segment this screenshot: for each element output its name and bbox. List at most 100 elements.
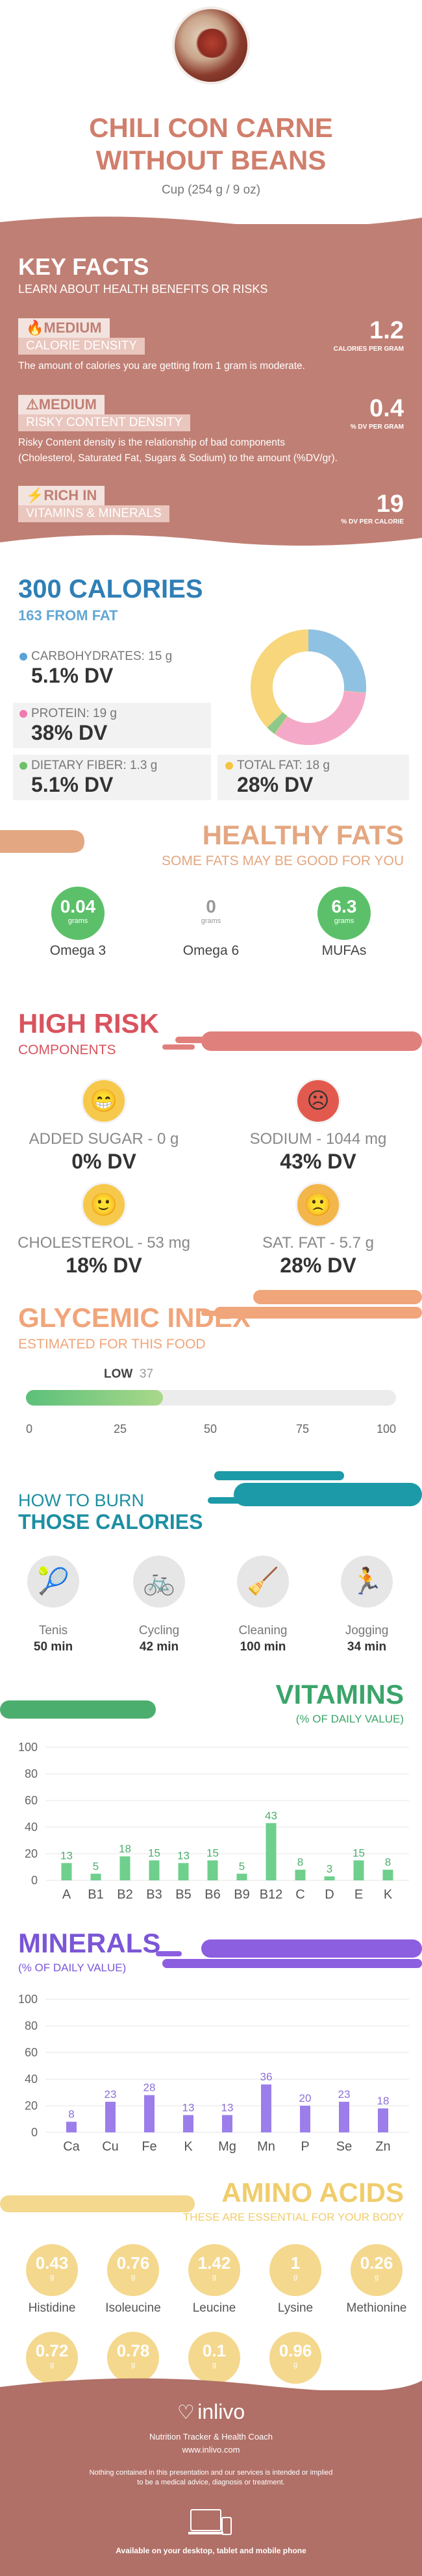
bar-value-label: 23 (105, 2088, 117, 2101)
risk-face-icon: 😁 (81, 1078, 127, 1124)
fat-item: TOTAL FAT: 18 g 28% DV (217, 755, 409, 800)
amino-value-circle: 0.78 g (107, 2332, 159, 2384)
rich-in-label: VITAMINS & MINERALS (18, 505, 169, 522)
category-label: Cu (102, 2140, 119, 2154)
category-label: Mg (218, 2140, 236, 2154)
bar-value-label: 13 (221, 2101, 234, 2114)
warning-icon: ⚠ (26, 396, 39, 412)
y-tick-label: 80 (25, 1767, 38, 1780)
amino-unit: g (49, 2361, 55, 2369)
bar-value-label: 20 (299, 2092, 312, 2104)
risky-density-value: 0.4 (369, 395, 404, 422)
amino-name: Histidine (28, 2301, 76, 2315)
bar (105, 2101, 116, 2132)
bar (261, 2084, 271, 2132)
bar (300, 2106, 310, 2132)
y-tick-label: 0 (31, 2126, 38, 2139)
category-label: Se (336, 2140, 352, 2154)
amino-unit: g (212, 2361, 217, 2369)
heart-icon: ♡ (177, 2402, 195, 2423)
risky-density-desc: Risky Content density is the relationshi… (18, 437, 338, 464)
bar (149, 1860, 160, 1880)
bar (382, 1869, 393, 1880)
glycemic-tick-100: 100 (377, 1422, 397, 1435)
amino-unit: g (374, 2273, 379, 2281)
rich-level-badge: ⚡RICH IN (18, 486, 105, 505)
burn-title-line1: HOW TO BURN (18, 1491, 145, 1510)
glycemic-tick-25: 25 (114, 1422, 127, 1435)
y-tick-label: 60 (25, 2046, 38, 2059)
burn-activity: Tenis (38, 1624, 68, 1637)
bar (295, 1869, 306, 1880)
category-label: P (301, 2140, 309, 2154)
glycemic-tick-75: 75 (296, 1422, 310, 1435)
bar-value-label: 15 (148, 1847, 160, 1859)
footer-tagline: Nutrition Tracker & Health Coach (149, 2432, 273, 2442)
glycemic-tick-50: 50 (204, 1422, 217, 1435)
bar (66, 2121, 77, 2132)
donut-carbs-slice (251, 629, 366, 745)
y-tick-label: 40 (25, 2073, 38, 2086)
minerals-deco (156, 1939, 422, 1968)
glycemic-subtitle: ESTIMATED FOR THIS FOOD (18, 1337, 206, 1352)
bar-value-label: 8 (297, 1856, 303, 1869)
bar-value-label: 23 (338, 2088, 351, 2101)
page-title: CHILI CON CARNE WITHOUT BEANS (89, 112, 333, 175)
burn-deco (208, 1471, 422, 1506)
fat-name: Omega 3 (49, 943, 106, 958)
calorie-density-desc: The amount of calories you are getting f… (18, 360, 305, 372)
fat-value: 0.04 (60, 896, 96, 916)
amino-value-circle: 0.96 g (269, 2332, 321, 2384)
bar-value-label: 15 (353, 1847, 365, 1859)
high-risk-subtitle: COMPONENTS (18, 1042, 116, 1057)
amino-subtitle: THESE ARE ESSENTIAL FOR YOUR BODY (182, 2211, 404, 2223)
tennis-icon: 🎾 (27, 1556, 79, 1608)
key-facts-title: KEY FACTS (18, 253, 149, 280)
amino-value: 0.72 (35, 2341, 69, 2360)
key-facts-wave-bottom (0, 526, 422, 546)
y-tick-label: 80 (25, 2019, 38, 2032)
calorie-level-badge: 🔥MEDIUM (18, 318, 110, 338)
footer-url[interactable]: www.inlivo.com (182, 2445, 240, 2455)
carbs-dv: 5.1% DV (31, 664, 114, 687)
fiber-item: DIETARY FIBER: 1.3 g 5.1% DV (13, 755, 211, 800)
bar-value-label: 15 (206, 1847, 219, 1859)
category-label: B6 (205, 1888, 220, 1902)
minerals-bar-chart: 100 80 60 40 20 0 8 Ca 23 Cu 28 Fe 13 K 13 Mg 36 Mn 20 P 23 S… (18, 1993, 409, 2154)
fat-value-circle: 0 grams (184, 887, 238, 940)
category-label: B2 (117, 1888, 132, 1902)
category-label: B5 (175, 1888, 191, 1902)
amino-value-circle: 1.42 g (188, 2244, 240, 2296)
key-facts-subtitle: LEARN ABOUT HEALTH BENEFITS OR RISKS (18, 283, 268, 296)
food-photo (172, 6, 250, 84)
bar-value-label: 36 (260, 2071, 273, 2083)
amino-value-circle: 0.26 g (351, 2244, 403, 2296)
rich-in: ⚡RICH IN VITAMINS & MINERALS (18, 486, 169, 522)
amino-value: 0.76 (116, 2253, 150, 2273)
category-label: B3 (146, 1888, 162, 1902)
category-label: Ca (63, 2140, 80, 2154)
calories-from-fat: 163 FROM FAT (18, 607, 118, 624)
bar-value-label: 5 (93, 1860, 99, 1873)
fiber-dot-icon (19, 761, 27, 770)
amino-name: Lysine (277, 2301, 314, 2315)
fat-name: Omega 6 (182, 943, 240, 958)
risk-dv: 28% DV (280, 1254, 356, 1277)
amino-value: 0.43 (35, 2253, 69, 2273)
bar (119, 1856, 130, 1880)
fat-value-circle: 0.04 grams (51, 887, 105, 940)
amino-value: 0.96 (279, 2341, 312, 2360)
bar-value-label: 13 (60, 1849, 73, 1862)
fat-value: 6.3 (331, 896, 357, 916)
carbs-dot-icon (19, 652, 27, 661)
bar (144, 2095, 155, 2132)
bar-value-label: 8 (68, 2108, 74, 2121)
fat-unit: grams (334, 917, 354, 925)
burn-activity: Jogging (345, 1624, 389, 1637)
burn-time: 34 min (347, 1640, 387, 1654)
footer-disclaimer: Nothing contained in this presentation a… (89, 2469, 333, 2486)
risk-dv: 0% DV (71, 1150, 136, 1173)
amino-name: Methionine (346, 2301, 407, 2315)
risk-label: ADDED SUGAR - 0 g (29, 1130, 179, 1148)
